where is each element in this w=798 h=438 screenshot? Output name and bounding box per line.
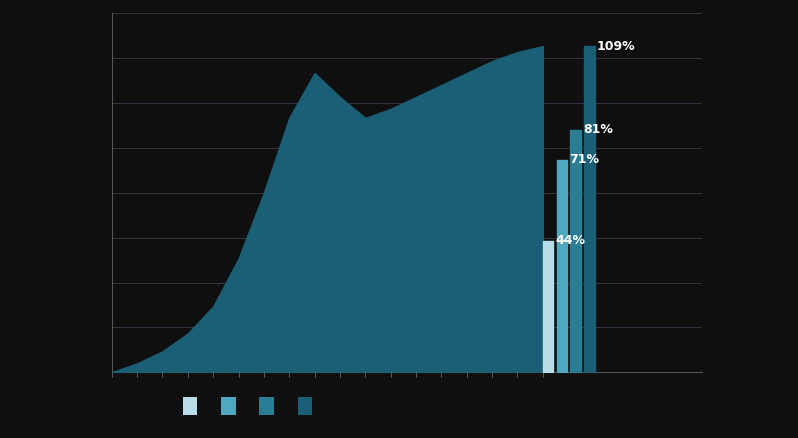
FancyBboxPatch shape [221,397,235,415]
FancyBboxPatch shape [259,397,275,415]
FancyBboxPatch shape [298,397,313,415]
Text: 71%: 71% [569,153,599,166]
Text: 81%: 81% [583,124,613,136]
Text: 109%: 109% [597,39,635,53]
FancyBboxPatch shape [183,397,197,415]
Text: 44%: 44% [555,234,585,247]
